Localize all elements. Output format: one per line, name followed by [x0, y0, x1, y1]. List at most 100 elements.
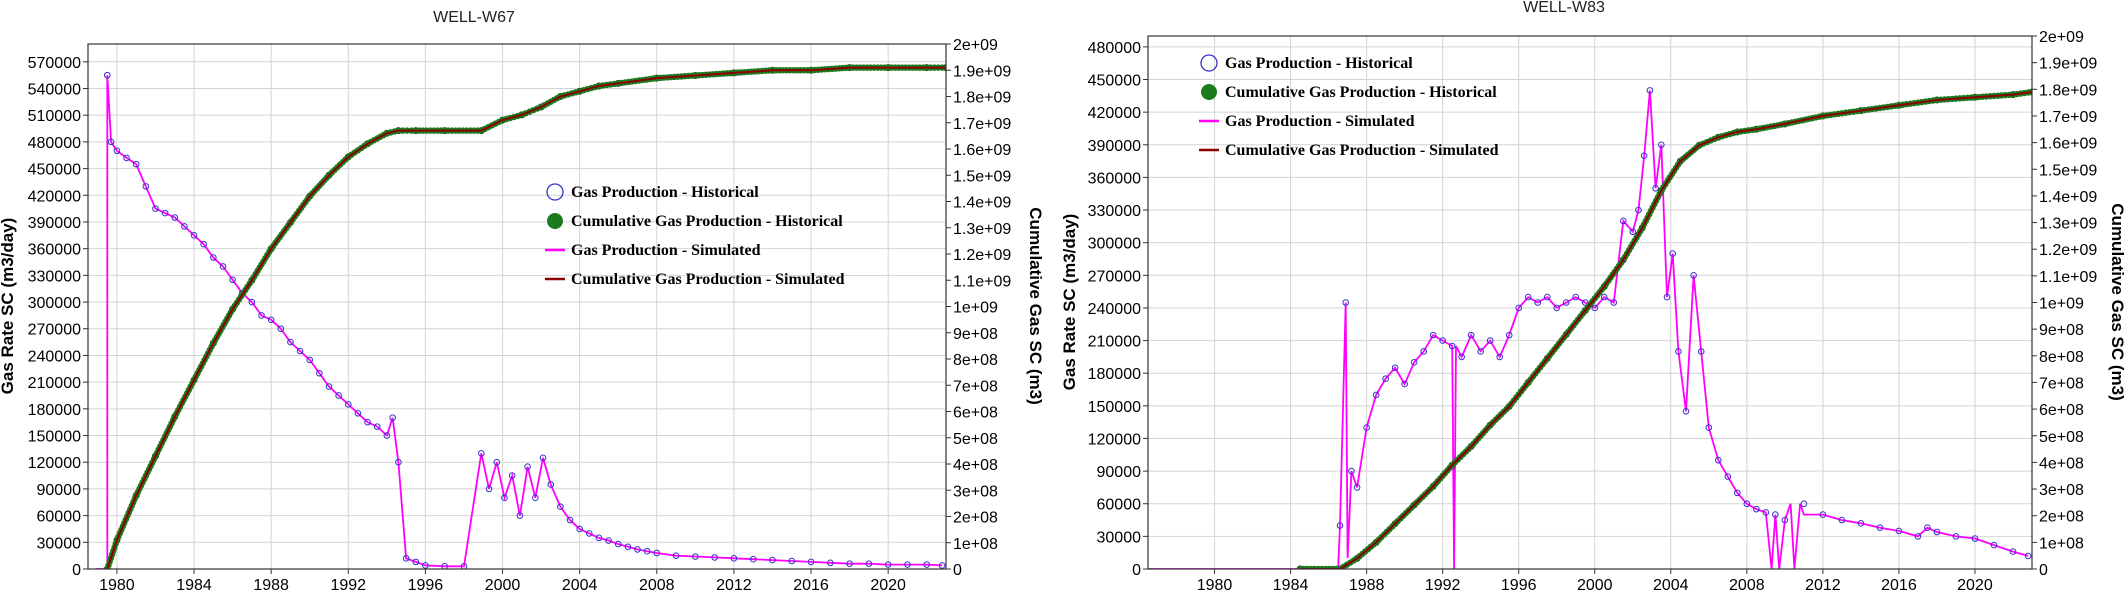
data-point: [354, 409, 362, 417]
y-tick-label: 150000: [1088, 399, 1141, 416]
data-point: [1724, 473, 1732, 480]
x-tick-label: 2012: [716, 577, 752, 594]
x-tick-label: 2000: [485, 577, 521, 594]
data-point: [306, 356, 314, 364]
y2-tick-label: 4e+08: [2039, 455, 2084, 472]
data-point: [1534, 299, 1542, 306]
y-tick-label: 330000: [28, 268, 81, 285]
data-point: [383, 432, 391, 439]
data-point: [1971, 535, 1979, 542]
y-tick-label: 210000: [28, 375, 81, 392]
y2-tick-label: 4e+08: [953, 457, 998, 474]
data-point: [1572, 293, 1580, 301]
data-point: [1715, 456, 1722, 464]
y-axis-right: 0 1e+08 2e+08 3e+08 4e+08 5e+08 6e+08 7e+08 8e+0…: [2032, 29, 2097, 579]
y2-tick-label: 2e+09: [953, 37, 998, 54]
data-point: [325, 383, 333, 390]
data-point: [624, 543, 632, 551]
y2-tick-label: 1.9e+09: [2039, 56, 2097, 73]
data-point: [1467, 331, 1475, 339]
y2-tick-label: 0: [2039, 562, 2048, 579]
y2-tick-label: 1e+08: [2039, 535, 2084, 552]
y-tick-label: 420000: [1088, 105, 1141, 122]
data-point: [1382, 375, 1389, 382]
x-tick-label: 2020: [1957, 577, 1993, 594]
y2-tick-label: 1.5e+09: [2039, 162, 2097, 179]
y-tick-label: 90000: [37, 482, 82, 499]
data-point: [1591, 304, 1599, 312]
data-point: [904, 561, 911, 568]
data-point: [1562, 299, 1570, 306]
y-tick-label: 240000: [1088, 301, 1141, 318]
y2-tick-label: 5e+08: [953, 431, 998, 448]
data-point: [1663, 293, 1671, 301]
data-point: [287, 338, 294, 346]
y2-tick-label: 1e+08: [953, 536, 998, 553]
data-point: [1705, 424, 1713, 431]
x-tick-label: 1988: [253, 577, 289, 594]
series-layer: [95, 64, 946, 569]
data-point: [1477, 348, 1484, 355]
data-point: [1619, 217, 1627, 225]
y-axis-label: Gas Rate SC (m3/day): [0, 218, 17, 395]
data-point: [586, 530, 593, 537]
series-gas-production-simulated: [95, 75, 943, 569]
y-tick-label: 90000: [1097, 464, 1142, 481]
x-tick-label: 2004: [562, 577, 598, 594]
y-tick-label: 150000: [28, 429, 81, 446]
data-point: [1690, 272, 1697, 279]
data-point: [190, 232, 198, 239]
data-point: [1857, 520, 1865, 527]
data-point: [1697, 348, 1705, 355]
y-tick-label: 450000: [1088, 73, 1141, 90]
data-point: [1410, 359, 1418, 366]
x-tick-label: 1980: [99, 577, 135, 594]
data-point: [1515, 304, 1523, 312]
data-point: [219, 263, 227, 270]
data-point: [460, 563, 468, 569]
data-point: [412, 558, 420, 566]
y-tick-label: 360000: [1088, 170, 1141, 187]
data-point: [923, 561, 931, 568]
y2-tick-label: 1.8e+09: [953, 90, 1011, 107]
data-point: [730, 555, 738, 562]
y-tick-label: 360000: [28, 242, 81, 259]
data-point: [1348, 467, 1355, 475]
y2-tick-label: 1.6e+09: [953, 142, 1011, 159]
chart-well-w83: WELL-W83 1980 1984 1988 1992 1996 2000 2004 200…: [1060, 0, 2127, 594]
legend-item: Gas Production - Simulated: [1199, 113, 1415, 130]
series-line: [1148, 90, 2029, 569]
data-point: [1781, 516, 1789, 524]
y-axis-right: 0 1e+08 2e+08 3e+08 4e+08 5e+08 6e+08 7e+08 8e+0…: [946, 37, 1011, 579]
y2-tick-label: 1.2e+09: [953, 247, 1011, 264]
y2-tick-label: 1.8e+09: [2039, 82, 2097, 99]
data-point: [107, 138, 115, 146]
y-tick-label: 120000: [1088, 431, 1141, 448]
data-point: [1635, 206, 1642, 214]
data-point: [123, 154, 130, 162]
data-point: [508, 472, 516, 479]
x-tick-label: 2004: [1653, 577, 1689, 594]
data-point: [1353, 484, 1361, 491]
grid: [88, 44, 946, 570]
legend-label: Cumulative Gas Production - Historical: [571, 213, 843, 230]
data-point: [171, 214, 179, 221]
y-tick-label: 480000: [28, 135, 81, 152]
data-point: [1336, 522, 1344, 529]
data-point: [1496, 353, 1503, 361]
data-point: [422, 562, 429, 569]
data-point: [2024, 552, 2032, 560]
data-point: [1610, 299, 1618, 306]
y2-tick-label: 3e+08: [2039, 482, 2084, 499]
legend-swatch: [1200, 54, 1218, 72]
data-point: [566, 516, 574, 524]
plot-area: [1148, 87, 2032, 569]
y-tick-label: 30000: [37, 535, 82, 552]
data-point: [576, 525, 583, 533]
data-point: [539, 454, 547, 462]
series-cumulative-gas-production-simulated: [1300, 91, 2032, 569]
y2-tick-label: 1.2e+09: [2039, 242, 2097, 259]
data-point: [493, 458, 501, 466]
data-point: [938, 562, 946, 569]
y2-tick-label: 7e+08: [2039, 375, 2084, 392]
